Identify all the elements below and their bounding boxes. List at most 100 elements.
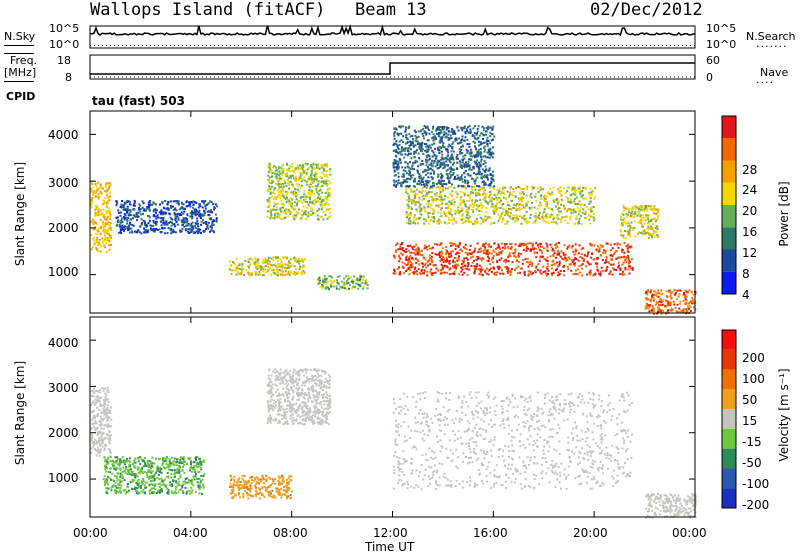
power-cell bbox=[184, 217, 187, 220]
power-cell bbox=[175, 220, 178, 223]
power-cell bbox=[144, 223, 146, 226]
power-cell bbox=[281, 187, 284, 190]
power-cell bbox=[449, 210, 452, 213]
power-cell bbox=[352, 285, 355, 288]
power-cell bbox=[194, 214, 197, 217]
power-cell bbox=[543, 200, 546, 203]
power-cell bbox=[399, 159, 402, 162]
power-cell bbox=[648, 304, 651, 307]
power-cell bbox=[450, 167, 453, 170]
power-cell bbox=[280, 169, 283, 172]
power-cell bbox=[278, 216, 281, 219]
power-cell bbox=[306, 206, 309, 209]
power-cell bbox=[451, 128, 454, 130]
power-cell bbox=[270, 214, 273, 217]
power-cell bbox=[208, 209, 211, 212]
power-cell bbox=[597, 245, 599, 248]
power-cell bbox=[194, 211, 197, 214]
power-cell bbox=[258, 270, 261, 273]
power-cell bbox=[417, 165, 420, 168]
power-cell bbox=[502, 217, 505, 220]
power-cell bbox=[411, 248, 414, 251]
power-cell bbox=[277, 174, 280, 177]
power-cell bbox=[206, 203, 209, 206]
power-cell bbox=[618, 264, 621, 267]
power-cell bbox=[431, 216, 434, 219]
power-cell bbox=[688, 289, 691, 292]
power-cell bbox=[123, 203, 126, 206]
power-cell bbox=[109, 228, 112, 231]
power-cell bbox=[298, 262, 301, 265]
power-cell bbox=[287, 272, 290, 274]
power-cell bbox=[628, 245, 631, 248]
power-cell bbox=[99, 218, 102, 221]
x-tick: 00:00 bbox=[672, 526, 707, 540]
power-cell bbox=[483, 270, 486, 273]
power-cell bbox=[643, 207, 646, 210]
power-cell bbox=[482, 127, 485, 129]
power-cell bbox=[646, 297, 649, 299]
power-cell bbox=[305, 201, 308, 203]
power-cell bbox=[455, 196, 458, 199]
power-cell bbox=[438, 179, 441, 182]
power-cell bbox=[476, 194, 479, 197]
power-cell bbox=[289, 270, 291, 273]
power-cell bbox=[284, 182, 287, 185]
power-cell bbox=[94, 241, 97, 244]
power-cell bbox=[404, 166, 407, 169]
power-cell bbox=[456, 245, 459, 248]
power-cell bbox=[191, 217, 194, 220]
power-cell bbox=[621, 251, 623, 254]
power-cell bbox=[405, 221, 408, 224]
power-cell bbox=[440, 271, 443, 274]
power-cell bbox=[293, 177, 296, 180]
power-cell bbox=[495, 202, 498, 205]
power-cell bbox=[268, 162, 271, 165]
power-cell bbox=[288, 181, 291, 184]
power-cell bbox=[205, 228, 208, 230]
power-cell bbox=[117, 231, 120, 234]
power-cell bbox=[419, 164, 422, 167]
power-cell bbox=[482, 186, 485, 189]
power-cell bbox=[433, 210, 435, 212]
power-cell bbox=[423, 183, 426, 186]
velocity-cell bbox=[94, 398, 97, 401]
power-cell bbox=[144, 221, 146, 224]
power-cell bbox=[629, 226, 632, 229]
power-cell bbox=[267, 270, 270, 273]
power-cell bbox=[494, 205, 497, 208]
power-cell bbox=[392, 163, 395, 166]
power-cell bbox=[215, 217, 218, 220]
power-cell bbox=[490, 139, 493, 142]
power-cell bbox=[321, 285, 324, 288]
power-cell bbox=[404, 142, 407, 145]
power-cell bbox=[689, 310, 692, 312]
power-cell bbox=[106, 193, 109, 196]
power-cell bbox=[436, 243, 439, 246]
power-cell bbox=[445, 212, 448, 215]
power-cell bbox=[406, 154, 409, 157]
power-cell bbox=[446, 196, 449, 199]
power-cell bbox=[269, 217, 272, 220]
power-cell bbox=[104, 228, 107, 231]
power-cell bbox=[474, 137, 477, 140]
power-cell bbox=[286, 192, 289, 194]
power-cell bbox=[203, 200, 206, 203]
power-cell bbox=[493, 211, 496, 213]
power-cell bbox=[123, 202, 126, 204]
power-cell bbox=[272, 259, 275, 262]
power-cell bbox=[395, 128, 398, 131]
power-cell bbox=[138, 231, 141, 234]
power-cell bbox=[92, 237, 95, 240]
power-cell bbox=[91, 218, 94, 220]
power-cell bbox=[526, 257, 529, 260]
power-cell bbox=[126, 205, 129, 208]
power-cell bbox=[415, 218, 418, 221]
power-cell bbox=[405, 270, 408, 273]
power-cell bbox=[572, 201, 575, 204]
power-cell bbox=[443, 133, 446, 136]
power-cell bbox=[513, 255, 516, 257]
power-cell bbox=[106, 233, 109, 235]
power-cell bbox=[456, 125, 459, 128]
power-cell bbox=[499, 207, 502, 209]
